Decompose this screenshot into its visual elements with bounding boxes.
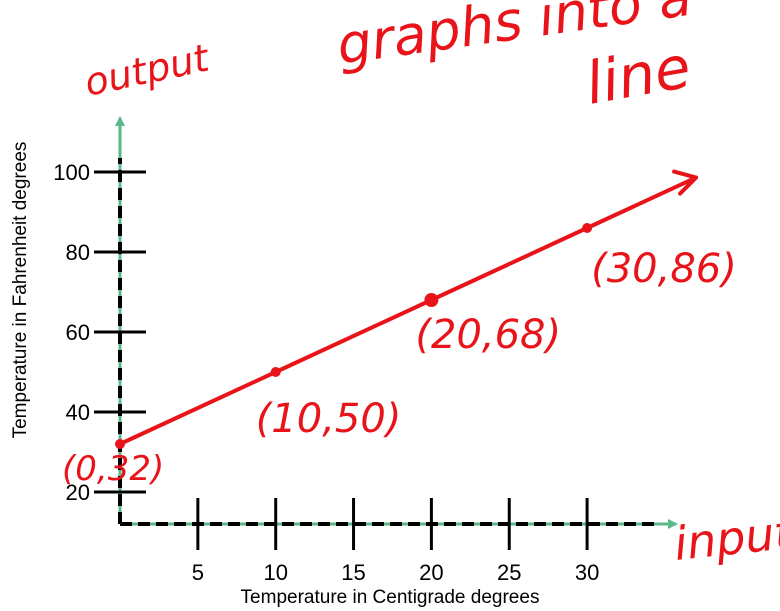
y-tick-label: 100 <box>53 160 90 185</box>
point-label: (0,32) <box>62 449 164 489</box>
data-point <box>115 439 125 449</box>
point-label: (20,68) <box>415 312 561 358</box>
x-tick-label: 25 <box>497 560 521 585</box>
y-tick-label: 80 <box>66 240 90 265</box>
series-line <box>118 175 699 446</box>
annotation-note-line2: line <box>581 33 696 118</box>
x-tick-label: 30 <box>575 560 599 585</box>
x-ticks: 5 10 15 20 25 30 <box>192 498 599 585</box>
data-point <box>582 223 593 233</box>
y-ticks: 20 40 60 80 100 <box>53 160 146 505</box>
x-tick-label: 5 <box>192 560 204 585</box>
x-tick-label: 10 <box>263 560 287 585</box>
annotation-output: output <box>81 35 215 105</box>
x-tick-label: 15 <box>341 560 365 585</box>
point-labels: (0,32) (10,50) (20,68) (30,86) <box>62 246 737 489</box>
y-tick-label: 40 <box>66 400 90 425</box>
x-axis-title: Temperature in Centigrade degrees <box>241 587 540 608</box>
x-tick-label: 20 <box>419 560 443 585</box>
data-point <box>424 293 439 307</box>
point-label: (10,50) <box>256 396 402 442</box>
annotation-input: input <box>672 505 780 571</box>
series-arrowhead <box>672 169 699 196</box>
data-point <box>270 367 281 377</box>
y-axis-title: Temperature in Fahrenheit degrees <box>10 142 31 439</box>
y-tick-label: 20 <box>66 480 90 505</box>
data-points <box>115 223 593 449</box>
point-label: (30,86) <box>591 246 737 292</box>
y-tick-label: 60 <box>66 320 90 345</box>
